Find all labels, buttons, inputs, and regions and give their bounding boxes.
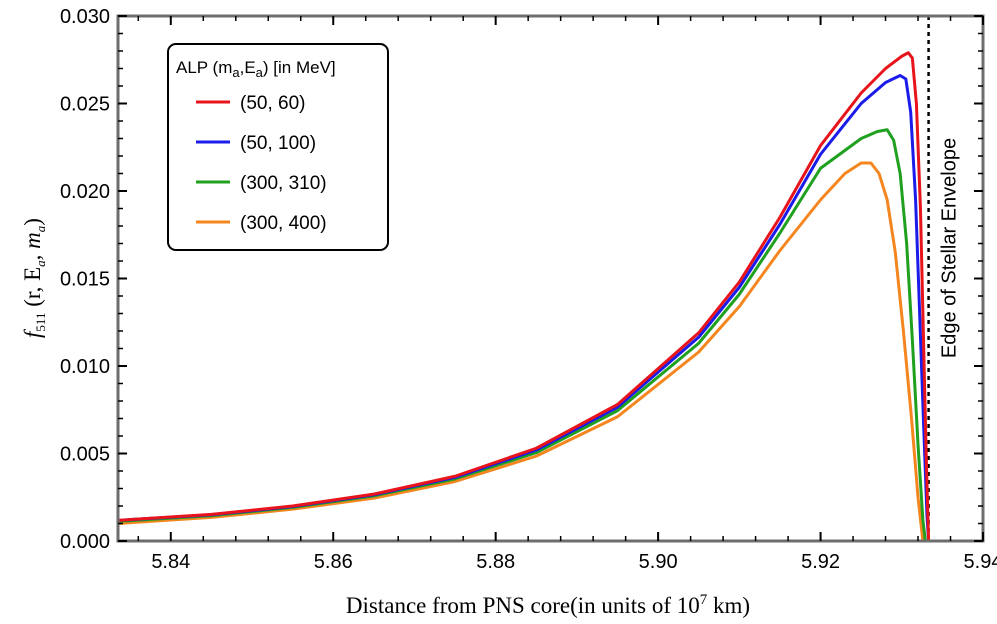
legend-label: (300, 400) — [240, 213, 327, 234]
y-tick-label: 0.000 — [60, 531, 110, 553]
y-tick-label: 0.015 — [60, 269, 110, 291]
legend-label: (50, 60) — [240, 93, 305, 114]
y-axis-label: f511 (r, Ea, ma) — [20, 218, 48, 338]
plot-content — [118, 16, 931, 541]
x-axis-label: Distance from PNS core(in units of 107 k… — [346, 592, 750, 618]
x-tick-label: 5.94 — [964, 551, 997, 573]
x-tick-label: 5.92 — [801, 551, 840, 573]
y-tick-label: 0.030 — [60, 6, 110, 28]
series-line — [118, 161, 925, 541]
legend-title: ALP (ma,Ea) [in MeV] — [176, 58, 336, 80]
envelope-annotation: Edge of Stellar Envelope — [939, 138, 961, 358]
x-tick-label: 5.86 — [314, 551, 353, 573]
y-tick-label: 0.010 — [60, 356, 110, 378]
y-tick-label: 0.025 — [60, 94, 110, 116]
legend-entries: (50, 60) (50, 100) (300, 310) (300, 400) — [196, 93, 327, 234]
legend-label: (50, 100) — [240, 133, 316, 154]
legend-box — [167, 43, 389, 251]
x-tick-label: 5.84 — [151, 551, 190, 573]
series-line — [118, 51, 931, 541]
y-tick-label: 0.005 — [60, 444, 110, 466]
x-tick-label: 5.88 — [476, 551, 515, 573]
x-tick-label: 5.90 — [639, 551, 678, 573]
legend-label: (300, 310) — [240, 173, 327, 194]
tick-labels: 5.84 5.86 5.88 5.90 5.92 5.94 0.000 0.005 0.010 0… — [60, 6, 997, 573]
y-tick-label: 0.020 — [60, 181, 110, 203]
legend: ALP (ma,Ea) [in MeV] (50, 60) (50, 100) (3… — [167, 43, 389, 251]
tick-marks — [118, 15, 984, 542]
series-group — [118, 51, 931, 541]
